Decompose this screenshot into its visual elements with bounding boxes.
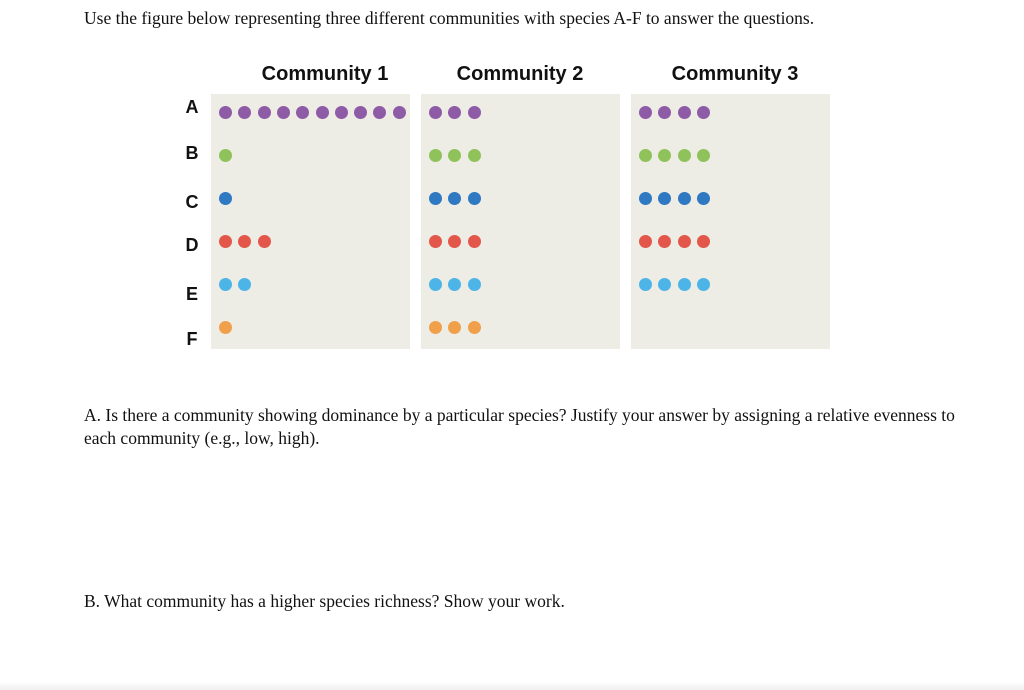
species-b-dot: [696, 149, 710, 162]
species-a-dot: [315, 106, 329, 119]
species-e-dot: [677, 278, 691, 291]
species-d-dot: [658, 235, 672, 248]
species-e-dot: [639, 278, 652, 291]
species-f-dot: [429, 321, 442, 334]
species-label-b: B: [185, 143, 199, 163]
species-a-dot: [696, 106, 710, 119]
species-c-dot: [658, 192, 672, 205]
species-d-dot: [219, 235, 232, 248]
question-b: B. What community has a higher species r…: [84, 591, 565, 611]
species-b-dot: [639, 149, 652, 162]
species-f-dot: [448, 321, 462, 334]
species-a-dot: [276, 106, 290, 119]
species-label-e: E: [185, 284, 198, 304]
community-3-panel: [631, 94, 830, 349]
species-b-dot: [677, 149, 691, 162]
species-e-dot: [467, 278, 481, 291]
species-c-dot: [448, 192, 462, 205]
species-e-dot: [696, 278, 710, 291]
species-c-dot: [696, 192, 710, 205]
species-d-dot: [696, 235, 710, 248]
species-f-dot: [467, 321, 481, 334]
species-a-dot: [658, 106, 672, 119]
species-a-dot: [373, 106, 387, 119]
species-b-dot: [467, 149, 481, 162]
species-e-dot: [219, 278, 232, 291]
species-d-dot: [448, 235, 462, 248]
species-a-dot: [467, 106, 481, 119]
species-b-dot: [658, 149, 672, 162]
species-b-dot: [429, 149, 442, 162]
species-a-dot: [219, 106, 232, 119]
species-e-dot: [448, 278, 462, 291]
species-label-a: A: [185, 97, 199, 117]
species-d-dot: [238, 235, 252, 248]
species-a-dot: [448, 106, 462, 119]
species-c-dot: [677, 192, 691, 205]
species-d-dot: [467, 235, 481, 248]
species-b-dot: [219, 149, 232, 162]
species-d-dot: [257, 235, 271, 248]
instructions-text: Use the figure below representing three …: [84, 8, 815, 28]
species-d-dot: [677, 235, 691, 248]
species-label-c: C: [185, 192, 199, 212]
species-a-dot: [296, 106, 310, 119]
page-edge-shadow: [0, 682, 1024, 690]
species-a-dot: [257, 106, 271, 119]
species-a-dot: [639, 106, 652, 119]
species-a-dot: [677, 106, 691, 119]
species-c-dot: [639, 192, 652, 205]
species-a-dot: [429, 106, 442, 119]
species-f-dot: [219, 321, 232, 334]
community-figure: Community 1 Community 2 Community 3 A B …: [185, 63, 830, 349]
community-2-panel: [421, 94, 620, 349]
species-label-f: F: [186, 329, 198, 349]
species-a-dot: [354, 106, 368, 119]
species-b-dot: [448, 149, 462, 162]
community-3-title: Community 3: [671, 63, 799, 85]
species-c-dot: [219, 192, 232, 205]
community-1-panel: [211, 94, 410, 349]
species-c-dot: [429, 192, 442, 205]
species-d-dot: [429, 235, 442, 248]
species-e-dot: [238, 278, 252, 291]
question-a: A. Is there a community showing dominanc…: [84, 405, 955, 448]
species-a-dot: [238, 106, 252, 119]
species-d-dot: [639, 235, 652, 248]
species-a-dot: [392, 106, 406, 119]
species-c-dot: [467, 192, 481, 205]
community-1-title: Community 1: [261, 63, 389, 85]
community-2-title: Community 2: [456, 63, 584, 85]
species-e-dot: [658, 278, 672, 291]
species-a-dot: [334, 106, 348, 119]
species-label-d: D: [185, 235, 199, 255]
species-e-dot: [429, 278, 442, 291]
